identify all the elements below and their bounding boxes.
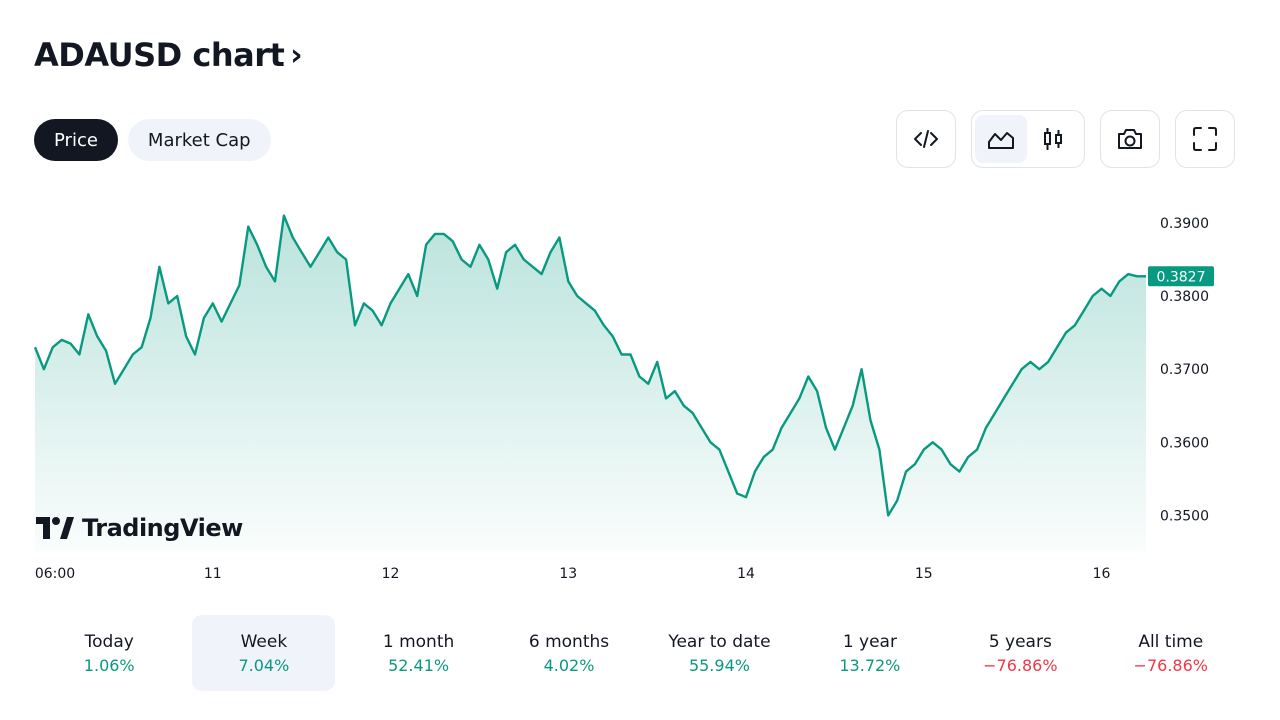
period-year-to-date[interactable]: Year to date 55.94% (644, 615, 794, 691)
period-change: 52.41% (388, 655, 450, 675)
period-today[interactable]: Today 1.06% (34, 615, 184, 691)
price-line (33, 214, 1146, 517)
period-label: 1 month (382, 631, 455, 652)
period-all-time[interactable]: All time −76.86% (1096, 615, 1246, 691)
x-tick-label: 06:00 (35, 566, 75, 582)
period-change: −76.86% (983, 655, 1058, 675)
chart-title-text: ADAUSD chart (34, 36, 285, 74)
x-tick-label: 15 (915, 566, 933, 582)
period-change: 1.06% (83, 655, 135, 675)
y-tick-label: 0.3700 (1160, 362, 1209, 378)
price-chart[interactable]: 0.3900 0.3800 0.3700 0.3600 0.3500 06:00 11 12… (0, 180, 1280, 590)
current-price-text: 0.3827 (1157, 269, 1206, 285)
x-axis: 06:00 11 12 13 14 15 16 (35, 566, 1111, 582)
period-change: −76.86% (1133, 655, 1208, 675)
camera-icon (1104, 115, 1156, 163)
line-chart-icon[interactable] (975, 115, 1027, 163)
y-axis: 0.3900 0.3800 0.3700 0.3600 0.3500 (1160, 216, 1209, 525)
period-label: 5 years (988, 631, 1052, 652)
y-tick-label: 0.3900 (1160, 216, 1209, 232)
period-6-months[interactable]: 6 months 4.02% (494, 615, 644, 691)
x-tick-label: 13 (559, 566, 577, 582)
candlestick-icon[interactable] (1027, 115, 1079, 163)
tab-price[interactable]: Price (34, 119, 118, 161)
tradingview-logo[interactable]: TradingView (36, 514, 243, 542)
period-5-years[interactable]: 5 years −76.86% (945, 615, 1095, 691)
period-change: 55.94% (688, 655, 750, 675)
period-1-month[interactable]: 1 month 52.41% (343, 615, 493, 691)
period-label: All time (1138, 631, 1204, 652)
period-1-year[interactable]: 1 year 13.72% (795, 615, 945, 691)
period-selector: Today 1.06% Week 7.04% 1 month 52.41% 6 … (34, 615, 1246, 691)
x-tick-label: 12 (382, 566, 400, 582)
period-change: 13.72% (839, 655, 901, 675)
period-label: 1 year (842, 631, 897, 652)
period-label: Year to date (668, 631, 771, 652)
chart-style-toggle (971, 110, 1085, 168)
chevron-right-icon: › (290, 37, 303, 73)
embed-button[interactable] (896, 110, 956, 168)
current-price-label: 0.3827 (1148, 266, 1214, 287)
period-label: 6 months (528, 631, 610, 652)
x-tick-label: 14 (737, 566, 755, 582)
period-week[interactable]: Week 7.04% (192, 615, 336, 691)
x-tick-label: 11 (204, 566, 222, 582)
y-tick-label: 0.3800 (1160, 289, 1209, 305)
period-label: Week (240, 631, 288, 652)
code-icon (900, 115, 952, 163)
y-tick-label: 0.3500 (1160, 508, 1209, 524)
y-tick-label: 0.3600 (1160, 435, 1209, 451)
period-label: Today (84, 631, 134, 652)
tradingview-logo-icon (36, 517, 74, 539)
x-tick-label: 16 (1093, 566, 1111, 582)
tab-market-cap[interactable]: Market Cap (127, 119, 271, 161)
fullscreen-button[interactable] (1175, 110, 1235, 168)
period-change: 4.02% (543, 655, 595, 675)
page-title[interactable]: ADAUSD chart › (34, 36, 303, 74)
fullscreen-icon (1179, 115, 1231, 163)
chart-type-tabs: Price Market Cap (34, 119, 271, 161)
snapshot-button[interactable] (1100, 110, 1160, 168)
price-area (35, 215, 1146, 552)
period-change: 7.04% (238, 655, 290, 675)
tradingview-logo-text: TradingView (82, 514, 243, 542)
